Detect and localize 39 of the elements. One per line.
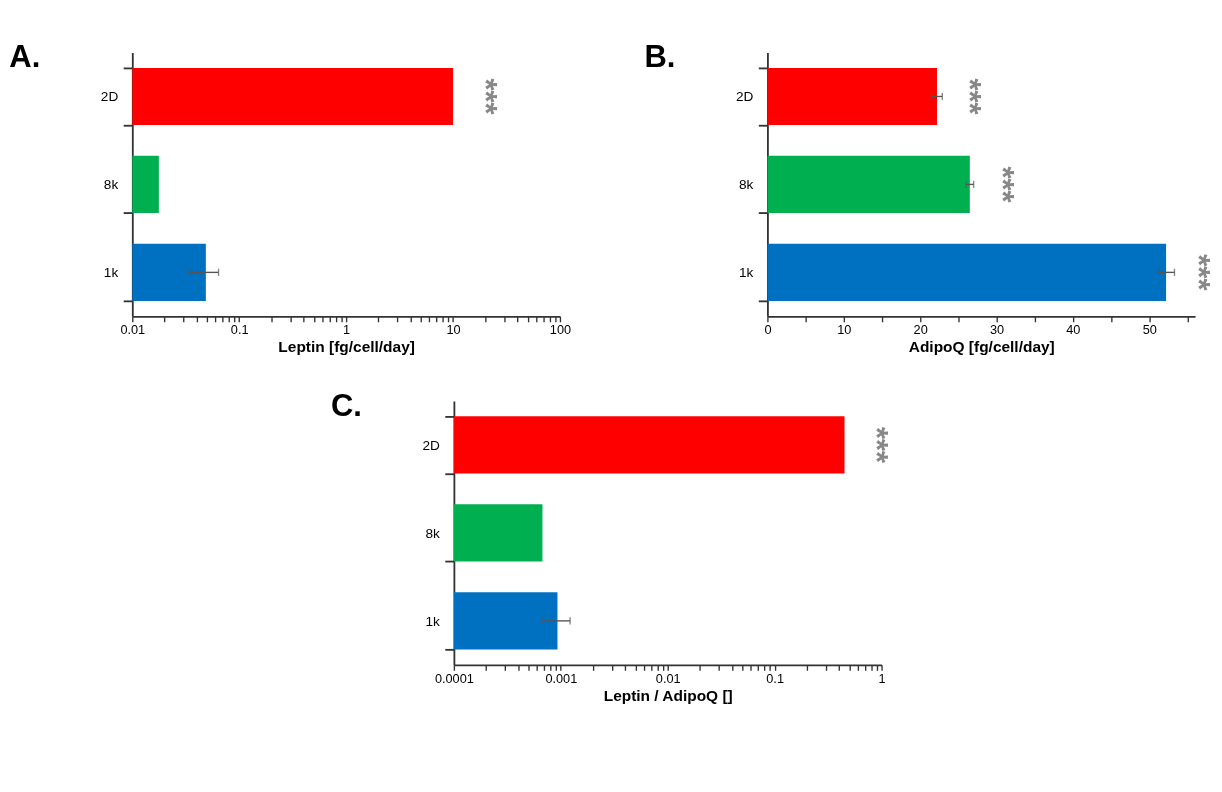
x-tick-label: 10 bbox=[446, 322, 461, 338]
x-tick-label: 0.0001 bbox=[434, 670, 474, 686]
y-tick-label: 1k bbox=[425, 613, 441, 629]
annotation: *** bbox=[467, 78, 503, 115]
annotation: *** bbox=[984, 166, 1020, 203]
y-tick-label: 1k bbox=[738, 265, 754, 281]
y-tick-label: 2D bbox=[100, 89, 119, 105]
y-tick-label: 1k bbox=[103, 265, 119, 281]
x-tick-label: 1 bbox=[878, 670, 886, 686]
bar bbox=[767, 243, 1167, 301]
x-tick-label: 20 bbox=[913, 322, 928, 338]
y-tick-label: 2D bbox=[422, 437, 440, 453]
x-tick-label: 0 bbox=[764, 322, 772, 338]
x-tick-label: 10 bbox=[837, 322, 852, 338]
x-tick-label: 30 bbox=[989, 322, 1005, 338]
y-tick-label: 8k bbox=[738, 177, 754, 193]
chart-title: A. bbox=[9, 39, 41, 75]
x-tick-label: 0.1 bbox=[230, 322, 249, 338]
x-tick-label: 100 bbox=[549, 322, 572, 338]
bar bbox=[767, 155, 970, 214]
x-axis-title: Leptin [fg/cell/day] bbox=[278, 338, 415, 356]
x-tick-label: 1 bbox=[343, 322, 351, 338]
y-tick-label: 8k bbox=[425, 525, 441, 541]
x-axis-title: Leptin / AdipoQ [] bbox=[603, 686, 733, 704]
x-tick-label: 0.01 bbox=[120, 322, 146, 338]
y-tick-label: 2D bbox=[735, 89, 754, 105]
x-tick-label: 50 bbox=[1142, 322, 1157, 338]
x-axis-title: AdipoQ [fg/cell/day] bbox=[908, 338, 1055, 356]
x-tick-label: 0.001 bbox=[545, 670, 578, 686]
x-tick-label: 0.1 bbox=[766, 670, 784, 686]
annotation: *** bbox=[859, 426, 895, 464]
chart-title: B. bbox=[644, 39, 676, 75]
chart-title: C. bbox=[330, 387, 362, 423]
x-tick-label: 40 bbox=[1066, 322, 1081, 338]
y-tick-label: 8k bbox=[103, 177, 119, 193]
x-tick-label: 0.01 bbox=[655, 670, 681, 686]
annotation: *** bbox=[1180, 254, 1216, 291]
bar bbox=[767, 67, 937, 126]
annotation: *** bbox=[951, 78, 987, 115]
